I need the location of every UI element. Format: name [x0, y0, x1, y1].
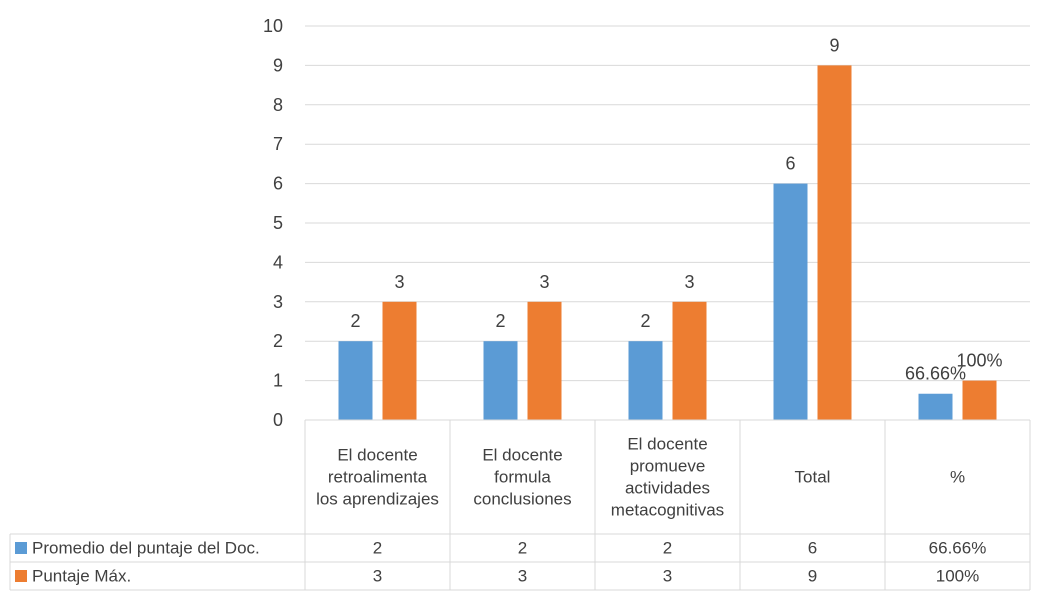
table-cell: 100%	[936, 567, 979, 586]
y-tick-label: 9	[273, 55, 283, 75]
category-label: actividades	[625, 479, 710, 498]
bar-promedio	[628, 341, 663, 420]
data-label: 100%	[956, 351, 1002, 371]
category-label: retroalimenta	[328, 468, 428, 487]
legend-key	[15, 542, 27, 554]
category-label: formula	[494, 468, 551, 487]
table-cell: 2	[518, 539, 527, 558]
y-axis-ticks: 0 1 2 3 4 5 6 7 8 9 10	[263, 16, 283, 430]
table-cell: 9	[808, 567, 817, 586]
data-label: 66.66%	[905, 364, 966, 384]
category-label: los aprendizajes	[316, 490, 439, 509]
data-labels: 2 2 2 6 66.66% 3 3 3 9 100%	[350, 35, 1002, 383]
y-tick-label: 10	[263, 16, 283, 36]
bar-promedio	[483, 341, 518, 420]
bar-puntaje-max	[817, 65, 852, 421]
table-cell: 3	[663, 567, 672, 586]
data-label: 2	[350, 311, 360, 331]
category-label: El docente	[482, 446, 562, 465]
data-label: 2	[495, 311, 505, 331]
bar-puntaje-max	[382, 301, 417, 420]
data-label: 9	[829, 35, 839, 55]
gridlines	[305, 25, 1030, 382]
table-cell: 66.66%	[929, 539, 987, 558]
bar-puntaje-max	[527, 301, 562, 420]
y-tick-label: 4	[273, 252, 283, 272]
y-tick-label: 2	[273, 331, 283, 351]
legend-label: Puntaje Máx.	[32, 567, 131, 586]
y-tick-label: 6	[273, 174, 283, 194]
category-label: metacognitivas	[611, 501, 724, 520]
y-tick-label: 1	[273, 371, 283, 391]
y-tick-label: 8	[273, 95, 283, 115]
category-label: El docente	[627, 435, 707, 454]
bar-puntaje-max	[962, 380, 997, 420]
bar-puntaje-max	[672, 301, 707, 420]
category-label: Total	[795, 468, 831, 487]
y-tick-label: 0	[273, 410, 283, 430]
data-label: 3	[539, 272, 549, 292]
table-cell: 3	[373, 567, 382, 586]
y-tick-label: 5	[273, 213, 283, 233]
data-label: 3	[394, 272, 404, 292]
legend-key	[15, 570, 27, 582]
data-table: El docente retroalimenta los aprendizajes E…	[9, 419, 1031, 591]
bars	[338, 65, 997, 421]
category-label: promueve	[630, 457, 706, 476]
bar-promedio	[918, 393, 953, 420]
data-label: 6	[785, 154, 795, 174]
category-label: El docente	[337, 446, 417, 465]
bar-promedio	[338, 341, 373, 420]
y-tick-label: 3	[273, 292, 283, 312]
category-label: %	[950, 468, 965, 487]
table-cell: 6	[808, 539, 817, 558]
category-label: conclusiones	[473, 490, 571, 509]
bar-promedio	[773, 183, 808, 420]
data-label: 3	[684, 272, 694, 292]
y-tick-label: 7	[273, 134, 283, 154]
legend-label: Promedio del puntaje del Doc.	[32, 539, 260, 558]
table-cell: 3	[518, 567, 527, 586]
table-cell: 2	[663, 539, 672, 558]
table-cell: 2	[373, 539, 382, 558]
data-label: 2	[640, 311, 650, 331]
